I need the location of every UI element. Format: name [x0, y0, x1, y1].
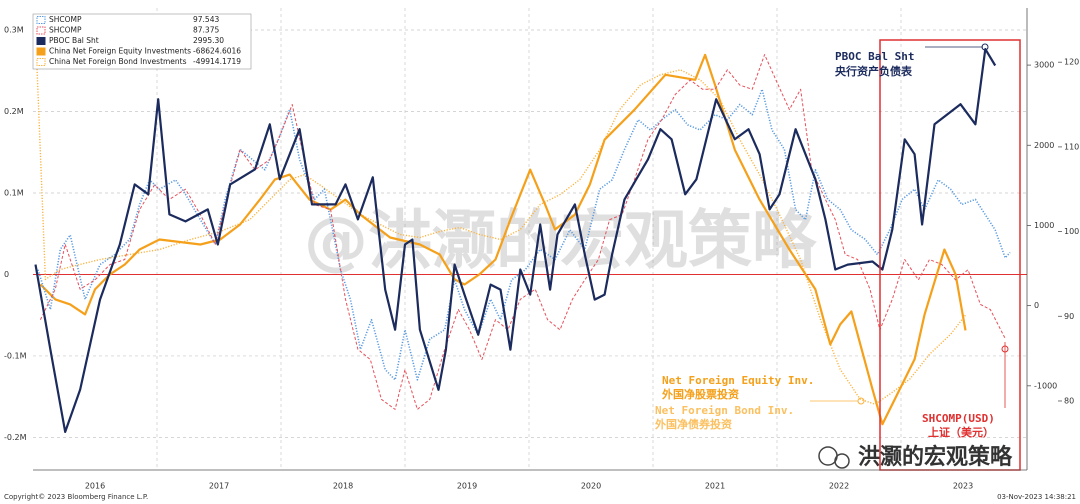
- annotation: SHCOMP(USD): [922, 412, 995, 425]
- legend: [32, 13, 252, 70]
- watermark: @洪灏的宏观策略: [304, 205, 817, 279]
- series-line: [37, 88, 1011, 381]
- legend-swatch: [36, 26, 46, 35]
- y2-tick-label: 0: [1034, 301, 1039, 310]
- y3-tick-label: 100: [1064, 227, 1079, 236]
- y2-tick-label: 1000: [1034, 221, 1054, 230]
- x-tick-label: 2017: [209, 482, 229, 491]
- legend-label: PBOC Bal Sht: [49, 36, 99, 45]
- y2-tick-label: 2000: [1034, 141, 1054, 150]
- y-tick-label: 0: [4, 270, 9, 279]
- legend-value: -49914.1719: [193, 57, 241, 66]
- y3-tick-label: 120: [1064, 58, 1079, 67]
- series-line: [39, 54, 1006, 410]
- legend-entries: SHCOMP 97.543 SHCOMP 87.375 PBOC Bal Sht 2995…: [36, 15, 241, 66]
- annotation: 外国净债券投资: [654, 417, 732, 431]
- x-tick-label: 2018: [333, 482, 353, 491]
- x-tick-label: 2021: [705, 482, 725, 491]
- legend-value: -68624.6016: [193, 47, 241, 56]
- y3-tick-label: 90: [1064, 312, 1074, 321]
- y-tick-label: 0.2M: [4, 107, 24, 116]
- legend-label: China Net Foreign Bond Investments: [49, 57, 187, 66]
- legend-label: SHCOMP: [49, 15, 82, 24]
- y-tick-label: -0.1M: [4, 351, 27, 360]
- y2-tick-label: -1000: [1034, 381, 1057, 390]
- series-line: [39, 53, 967, 426]
- x-tick-label: 2019: [457, 482, 477, 491]
- annotation: Net Foreign Bond Inv.: [655, 404, 794, 417]
- y-tick-label: 0.3M: [4, 26, 24, 35]
- x-tick-label: 2016: [85, 482, 105, 491]
- end-marker: [857, 397, 865, 405]
- annotation: 外国净股票投资: [661, 387, 739, 401]
- grid: [33, 8, 1027, 470]
- legend-value: 97.543: [193, 15, 219, 24]
- annotation: PBOC Bal Sht: [835, 50, 914, 63]
- legend-value: 87.375: [193, 26, 219, 35]
- legend-label: SHCOMP: [49, 26, 82, 35]
- end-marker: [1001, 345, 1009, 353]
- legend-label: China Net Foreign Equity Investments: [49, 47, 191, 56]
- annotation: 上证（美元）: [928, 425, 994, 439]
- brand: 洪灏的宏观策略: [858, 444, 1013, 470]
- x-tick-label: 2022: [829, 482, 849, 491]
- y-tick-label: -0.2M: [4, 433, 27, 442]
- legend-swatch: [36, 47, 46, 56]
- timestamp: 03-Nov-2023 14:38:21: [997, 493, 1076, 501]
- legend-swatch: [36, 58, 46, 66]
- annotation: 央行资产负债表: [835, 64, 913, 78]
- annotation: Net Foreign Equity Inv.: [662, 374, 814, 387]
- x-tick-label: 2023: [953, 482, 973, 491]
- series-line: [34, 48, 997, 433]
- x-tick-label: 2020: [581, 482, 601, 491]
- y2-tick-label: 3000: [1034, 61, 1054, 70]
- y-tick-label: 0.1M: [4, 188, 24, 197]
- legend-swatch: [36, 37, 46, 45]
- copyright: Copyright© 2023 Bloomberg Finance L.P.: [4, 493, 148, 501]
- legend-value: 2995.30: [193, 36, 224, 45]
- legend-swatch: [36, 16, 46, 24]
- end-marker: [981, 43, 989, 51]
- y3-tick-label: 110: [1064, 142, 1079, 151]
- y3-tick-label: 80: [1064, 396, 1074, 405]
- series-lines: [34, 29, 1011, 433]
- brand-icon: [818, 446, 850, 469]
